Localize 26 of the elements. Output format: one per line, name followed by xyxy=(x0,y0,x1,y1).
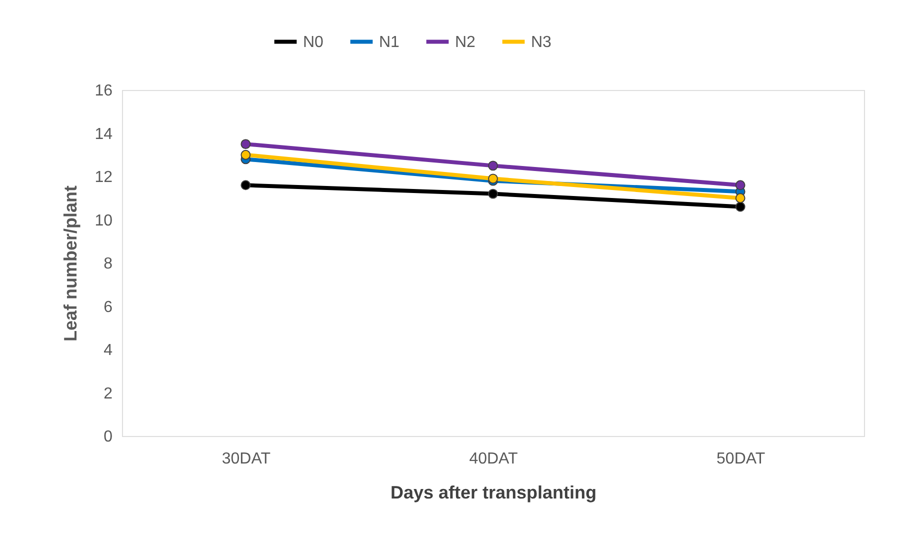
legend-label: N3 xyxy=(531,34,552,51)
y-tick-label: 4 xyxy=(104,342,113,359)
y-axis-title: Leaf number/plant xyxy=(60,185,81,342)
point xyxy=(735,193,746,204)
point xyxy=(488,160,498,171)
y-tick-label: 14 xyxy=(94,126,113,143)
x-axis-title: Days after transplanting xyxy=(390,482,597,502)
y-tick-label: 10 xyxy=(94,212,113,230)
point xyxy=(240,150,251,160)
y-tick-label: 16 xyxy=(94,82,113,100)
x-tick-label: 30DAT xyxy=(222,450,271,468)
y-tick-label: 2 xyxy=(104,385,113,402)
legend-label: N1 xyxy=(379,34,400,51)
point xyxy=(735,202,746,212)
x-tick-label: 40DAT xyxy=(469,450,518,468)
x-tick-label: 50DAT xyxy=(716,450,766,468)
y-tick-label: 0 xyxy=(104,428,113,446)
point xyxy=(240,139,251,150)
point xyxy=(735,180,746,190)
point xyxy=(240,180,251,190)
legend-label: N2 xyxy=(455,34,476,51)
y-tick-label: 12 xyxy=(94,169,113,186)
y-tick-label: 8 xyxy=(104,256,113,272)
point xyxy=(488,188,498,199)
legend-label: N0 xyxy=(303,34,324,51)
y-tick-label: 6 xyxy=(104,298,113,316)
